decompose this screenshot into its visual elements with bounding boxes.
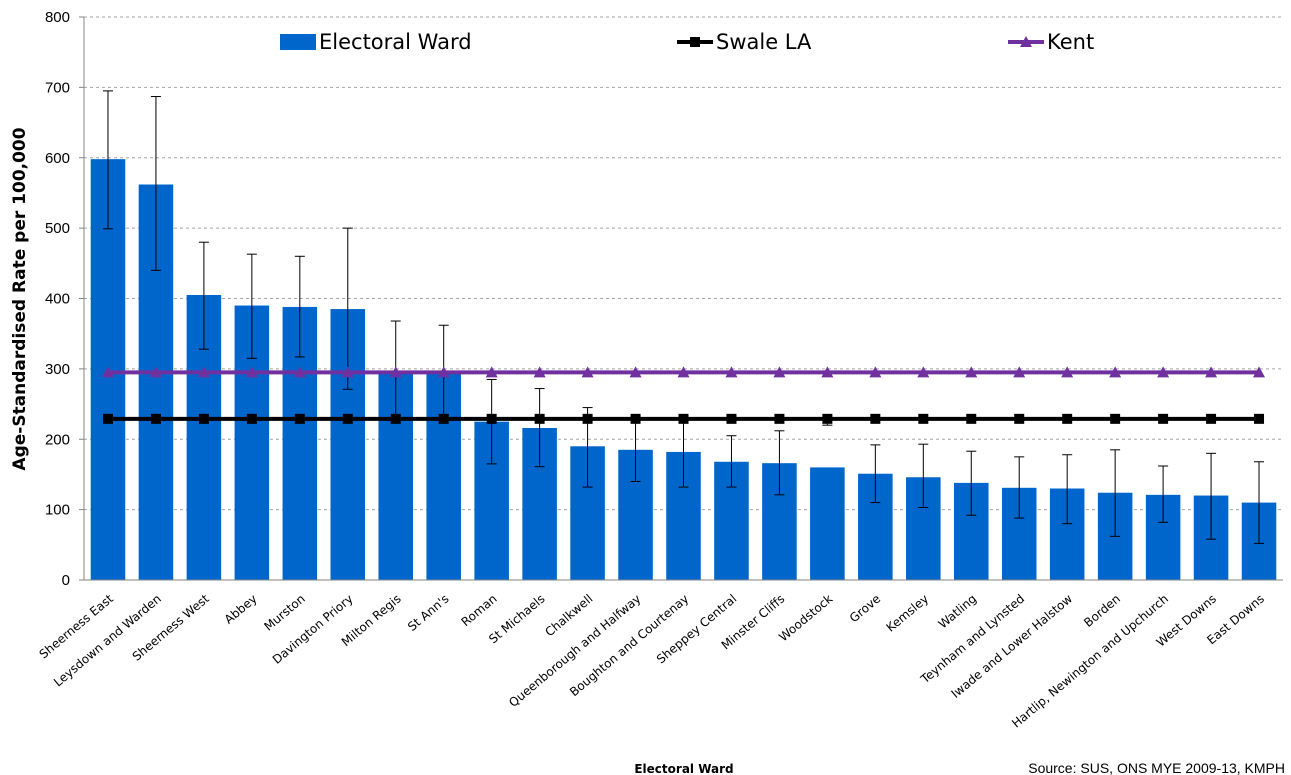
series-marker [1109, 366, 1122, 378]
y-tick-label: 300 [45, 361, 70, 378]
series-marker [822, 413, 833, 424]
series-marker [774, 413, 785, 424]
series-marker [1013, 366, 1026, 378]
y-tick-label: 100 [45, 502, 70, 519]
series-marker [1206, 413, 1217, 424]
series-marker [149, 366, 162, 378]
series-marker [582, 413, 593, 424]
series-marker [150, 413, 161, 424]
y-tick-label: 400 [45, 291, 70, 308]
series-marker [870, 413, 881, 424]
y-tick-label: 600 [45, 150, 70, 167]
series-marker [917, 366, 930, 378]
series-marker [629, 366, 642, 378]
axes [83, 17, 1283, 581]
series-marker [485, 366, 498, 378]
series-marker [725, 366, 738, 378]
bars [90, 159, 1277, 580]
x-tick-label: Borden [1081, 592, 1123, 630]
x-tick-label: Grove [847, 592, 883, 626]
legend-marker [690, 37, 700, 47]
series-marker [197, 366, 210, 378]
x-tick-label: Sheppey Central [654, 592, 739, 667]
series-marker [773, 366, 786, 378]
series-marker [677, 366, 690, 378]
y-tick-label: 200 [45, 431, 70, 448]
series-marker [294, 413, 305, 424]
series-marker [1110, 413, 1121, 424]
series-marker [821, 366, 834, 378]
y-tick-label: 0 [62, 572, 70, 589]
x-tick-label: St Ann's [405, 592, 452, 634]
x-tick-label: Davington Priory [270, 592, 356, 667]
series-marker [1254, 413, 1265, 424]
x-tick-label: Woodstock [776, 592, 835, 645]
series-marker [534, 413, 545, 424]
x-tick-label: Kemsley [884, 592, 932, 635]
series-marker [341, 366, 354, 378]
series-marker [245, 366, 258, 378]
reference-lines [101, 366, 1266, 424]
series-marker [1014, 413, 1025, 424]
legend-label: Electoral Ward [319, 30, 472, 54]
legend-label: Kent [1047, 30, 1094, 54]
series-marker [246, 413, 257, 424]
y-axis-ticks: 0 100 200 300 400 500 600 700 800 [45, 9, 84, 589]
series-marker [102, 413, 113, 424]
series-marker [437, 366, 450, 378]
series-marker [1158, 413, 1169, 424]
series-marker [581, 366, 594, 378]
legend-swatch [280, 34, 316, 50]
series-marker [965, 366, 978, 378]
series-marker [1061, 366, 1074, 378]
bar [810, 467, 845, 580]
x-tick-label: Murston [261, 592, 307, 634]
series-marker [630, 413, 641, 424]
series-marker [101, 366, 114, 378]
series-marker [918, 413, 929, 424]
legend: Electoral Ward Swale LA Kent [280, 30, 1094, 54]
error-bars [102, 90, 1265, 544]
series-marker [726, 413, 737, 424]
series-marker [293, 366, 306, 378]
series-marker [390, 413, 401, 424]
series-marker [1157, 366, 1170, 378]
y-tick-label: 700 [45, 79, 70, 96]
y-tick-label: 500 [45, 220, 70, 237]
series-marker [1205, 366, 1218, 378]
x-tick-label: Watling [936, 592, 980, 632]
series-marker [869, 366, 882, 378]
series-marker [198, 413, 209, 424]
y-axis-label: Age-Standardised Rate per 100,000 [10, 127, 30, 470]
series-marker [678, 413, 689, 424]
source-note: Source: SUS, ONS MYE 2009-13, KMPH [1028, 760, 1285, 775]
series-marker [533, 366, 546, 378]
series-marker [342, 413, 353, 424]
y-tick-label: 800 [45, 9, 70, 26]
series-marker [389, 366, 402, 378]
legend-label: Swale LA [716, 30, 812, 54]
x-tick-label: Roman [459, 592, 500, 630]
series-marker [1062, 413, 1073, 424]
series-marker [966, 413, 977, 424]
x-axis-label: Electoral Ward [634, 762, 733, 775]
series-marker [486, 413, 497, 424]
legend-marker [1020, 36, 1032, 47]
x-tick-label: Abbey [222, 592, 260, 627]
series-marker [438, 413, 449, 424]
series-marker [1253, 366, 1266, 378]
